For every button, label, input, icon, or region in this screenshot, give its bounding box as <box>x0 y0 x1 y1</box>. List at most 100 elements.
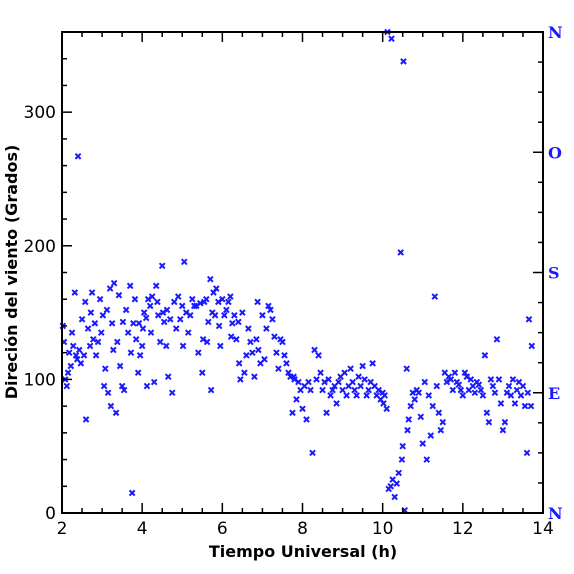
data-point <box>251 373 258 381</box>
data-point <box>135 319 143 327</box>
data-point <box>283 360 290 367</box>
x-tick-label: 6 <box>217 519 228 539</box>
data-point <box>491 389 499 397</box>
data-point <box>80 352 88 359</box>
data-point <box>265 302 272 310</box>
data-point <box>131 295 139 303</box>
data-point <box>481 352 489 359</box>
data-point <box>263 325 270 332</box>
data-point <box>139 325 147 332</box>
data-point <box>119 318 127 326</box>
data-point <box>415 389 423 397</box>
data-point <box>365 386 372 394</box>
data-point <box>68 329 76 336</box>
data-point <box>164 373 172 381</box>
data-point <box>359 362 366 370</box>
data-point <box>101 365 109 373</box>
data-point <box>94 338 102 346</box>
data-point <box>475 381 483 389</box>
data-point <box>429 402 437 410</box>
data-point <box>433 382 441 390</box>
data-point <box>225 298 232 306</box>
data-point <box>339 386 346 394</box>
data-point <box>227 293 234 300</box>
x-tick-labels: 2 4 6 8 10 12 14 <box>57 519 554 539</box>
data-point <box>72 352 80 359</box>
data-point <box>217 342 224 350</box>
data-point <box>203 338 211 346</box>
data-point <box>132 335 140 343</box>
data-point <box>154 311 162 319</box>
data-point <box>190 302 198 310</box>
data-point <box>163 306 171 314</box>
data-point <box>299 405 306 413</box>
data-point <box>107 402 115 410</box>
data-point <box>136 352 144 359</box>
data-point <box>261 356 268 363</box>
data-point <box>499 426 507 434</box>
data-point <box>327 392 334 399</box>
data-point <box>211 311 219 319</box>
data-point <box>162 342 170 350</box>
data-point <box>275 365 282 373</box>
data-point <box>116 362 124 370</box>
data-point <box>140 309 148 316</box>
data-point <box>81 298 89 306</box>
data-point <box>493 335 501 343</box>
data-point <box>311 346 318 354</box>
data-point <box>395 469 403 477</box>
data-point <box>295 378 302 386</box>
data-point <box>188 295 196 303</box>
data-point <box>449 386 457 394</box>
data-point <box>511 400 519 407</box>
data-point <box>154 298 161 306</box>
data-point <box>142 314 150 322</box>
y-tick-label: 0 <box>45 504 56 524</box>
data-point <box>237 376 244 383</box>
data-point <box>126 282 134 290</box>
data-point <box>393 480 401 487</box>
data-point <box>221 311 228 319</box>
y-tick-label: 100 <box>24 370 56 390</box>
data-point <box>245 325 252 332</box>
data-point <box>404 426 411 434</box>
data-point <box>361 376 368 383</box>
data-point <box>114 338 121 346</box>
data-point <box>369 360 376 367</box>
data-point <box>99 311 107 319</box>
x-tick-label: 8 <box>297 519 308 539</box>
y-tick-label: 200 <box>24 237 56 257</box>
data-point <box>325 376 332 383</box>
x-tick-label: 2 <box>57 519 68 539</box>
data-point <box>166 315 174 323</box>
data-point <box>77 360 85 367</box>
data-point <box>243 352 250 359</box>
data-point <box>411 396 419 403</box>
data-point <box>405 416 413 423</box>
x-tick-label: 10 <box>372 519 394 539</box>
data-point <box>351 386 358 394</box>
data-point <box>92 352 100 359</box>
data-point <box>333 400 340 407</box>
data-point <box>127 349 135 356</box>
data-point <box>285 369 292 377</box>
data-point <box>88 289 96 296</box>
data-point <box>309 449 316 457</box>
data-point <box>407 402 415 410</box>
data-point <box>477 386 485 394</box>
data-point <box>524 389 532 397</box>
data-point <box>235 318 242 326</box>
data-point <box>459 392 467 399</box>
data-point <box>528 342 536 350</box>
data-point <box>525 315 533 323</box>
data-point <box>267 306 274 314</box>
data-point <box>323 409 330 417</box>
data-point <box>134 369 142 377</box>
data-point <box>279 338 286 346</box>
data-point <box>82 416 90 423</box>
data-point <box>437 426 445 434</box>
data-point <box>403 365 411 373</box>
data-point <box>483 409 491 417</box>
data-point <box>397 249 405 256</box>
